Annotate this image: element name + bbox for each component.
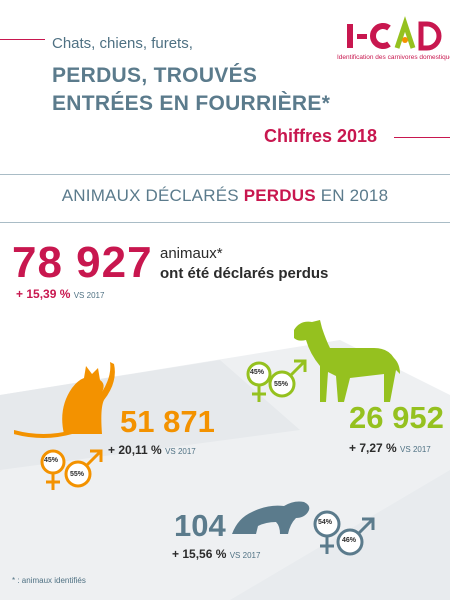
cats-delta-value: + 20,11 % (108, 443, 162, 457)
dogs-lost-value: 26 952 (349, 400, 444, 435)
cat-icon (14, 362, 115, 438)
section-title-start: ANIMAUX DÉCLARÉS (61, 186, 244, 205)
dogs-female-pct: 45% (250, 369, 265, 376)
header-subtitle: Chats, chiens, furets, (52, 35, 193, 52)
section-title-end: EN 2018 (315, 186, 389, 205)
total-vs: VS 2017 (73, 291, 105, 300)
total-delta-value: + 15,39 % (16, 287, 71, 301)
section-title-highlight: PERDUS (243, 186, 316, 205)
page-title: PERDUS, TROUVÉS ENTRÉES EN FOURRIÈRE* (52, 62, 330, 118)
title-line-1: PERDUS, TROUVÉS (52, 64, 258, 87)
cats-lost-value: 51 871 (120, 404, 215, 439)
title-line-2: ENTRÉES EN FOURRIÈRE* (52, 92, 331, 115)
cats-delta: + 20,11 % VS 2017 (108, 443, 196, 457)
ferrets-delta-value: + 15,56 % (172, 547, 227, 561)
cats-female-symbol-icon (40, 449, 66, 490)
year-label: Chiffres 2018 (264, 126, 378, 146)
dogs-male-symbol-icon (268, 359, 307, 398)
dog-icon (294, 320, 400, 402)
section-title: ANIMAUX DÉCLARÉS PERDUS EN 2018 (0, 186, 450, 206)
total-delta: + 15,39 % VS 2017 (16, 287, 104, 301)
cats-male-symbol-icon (64, 449, 103, 488)
footnote: * : animaux identifiés (12, 576, 86, 585)
total-lost-value: 78 927 (12, 238, 153, 287)
ferrets-male-pct: 46% (342, 537, 357, 544)
header-rule-right (394, 137, 450, 138)
cats-male-pct: 55% (70, 471, 85, 478)
dogs-female-symbol-icon (246, 361, 272, 402)
total-label-line1: animaux* (160, 245, 223, 262)
band-top-line (0, 174, 450, 175)
logo-tagline: Identification des carnivores domestique… (337, 54, 450, 61)
ferrets-male-symbol-icon (336, 517, 375, 556)
ferrets-vs: VS 2017 (229, 551, 261, 560)
cats-female-pct: 45% (44, 457, 59, 464)
ferret-icon (232, 501, 310, 534)
band-bottom-line (0, 222, 450, 223)
icad-logo (347, 16, 442, 51)
dogs-delta-value: + 7,27 % (349, 441, 397, 455)
dogs-vs: VS 2017 (400, 445, 431, 454)
ferrets-delta: + 15,56 % VS 2017 (172, 547, 260, 561)
cats-vs: VS 2017 (165, 447, 196, 456)
dogs-delta: + 7,27 % VS 2017 (349, 441, 431, 455)
header-rule-left (0, 39, 45, 40)
total-label-line2: ont été déclarés perdus (160, 265, 329, 282)
ferrets-lost-value: 104 (174, 508, 226, 543)
ferrets-female-pct: 54% (318, 519, 333, 526)
ferrets-female-symbol-icon (313, 510, 341, 554)
dogs-male-pct: 55% (274, 381, 289, 388)
